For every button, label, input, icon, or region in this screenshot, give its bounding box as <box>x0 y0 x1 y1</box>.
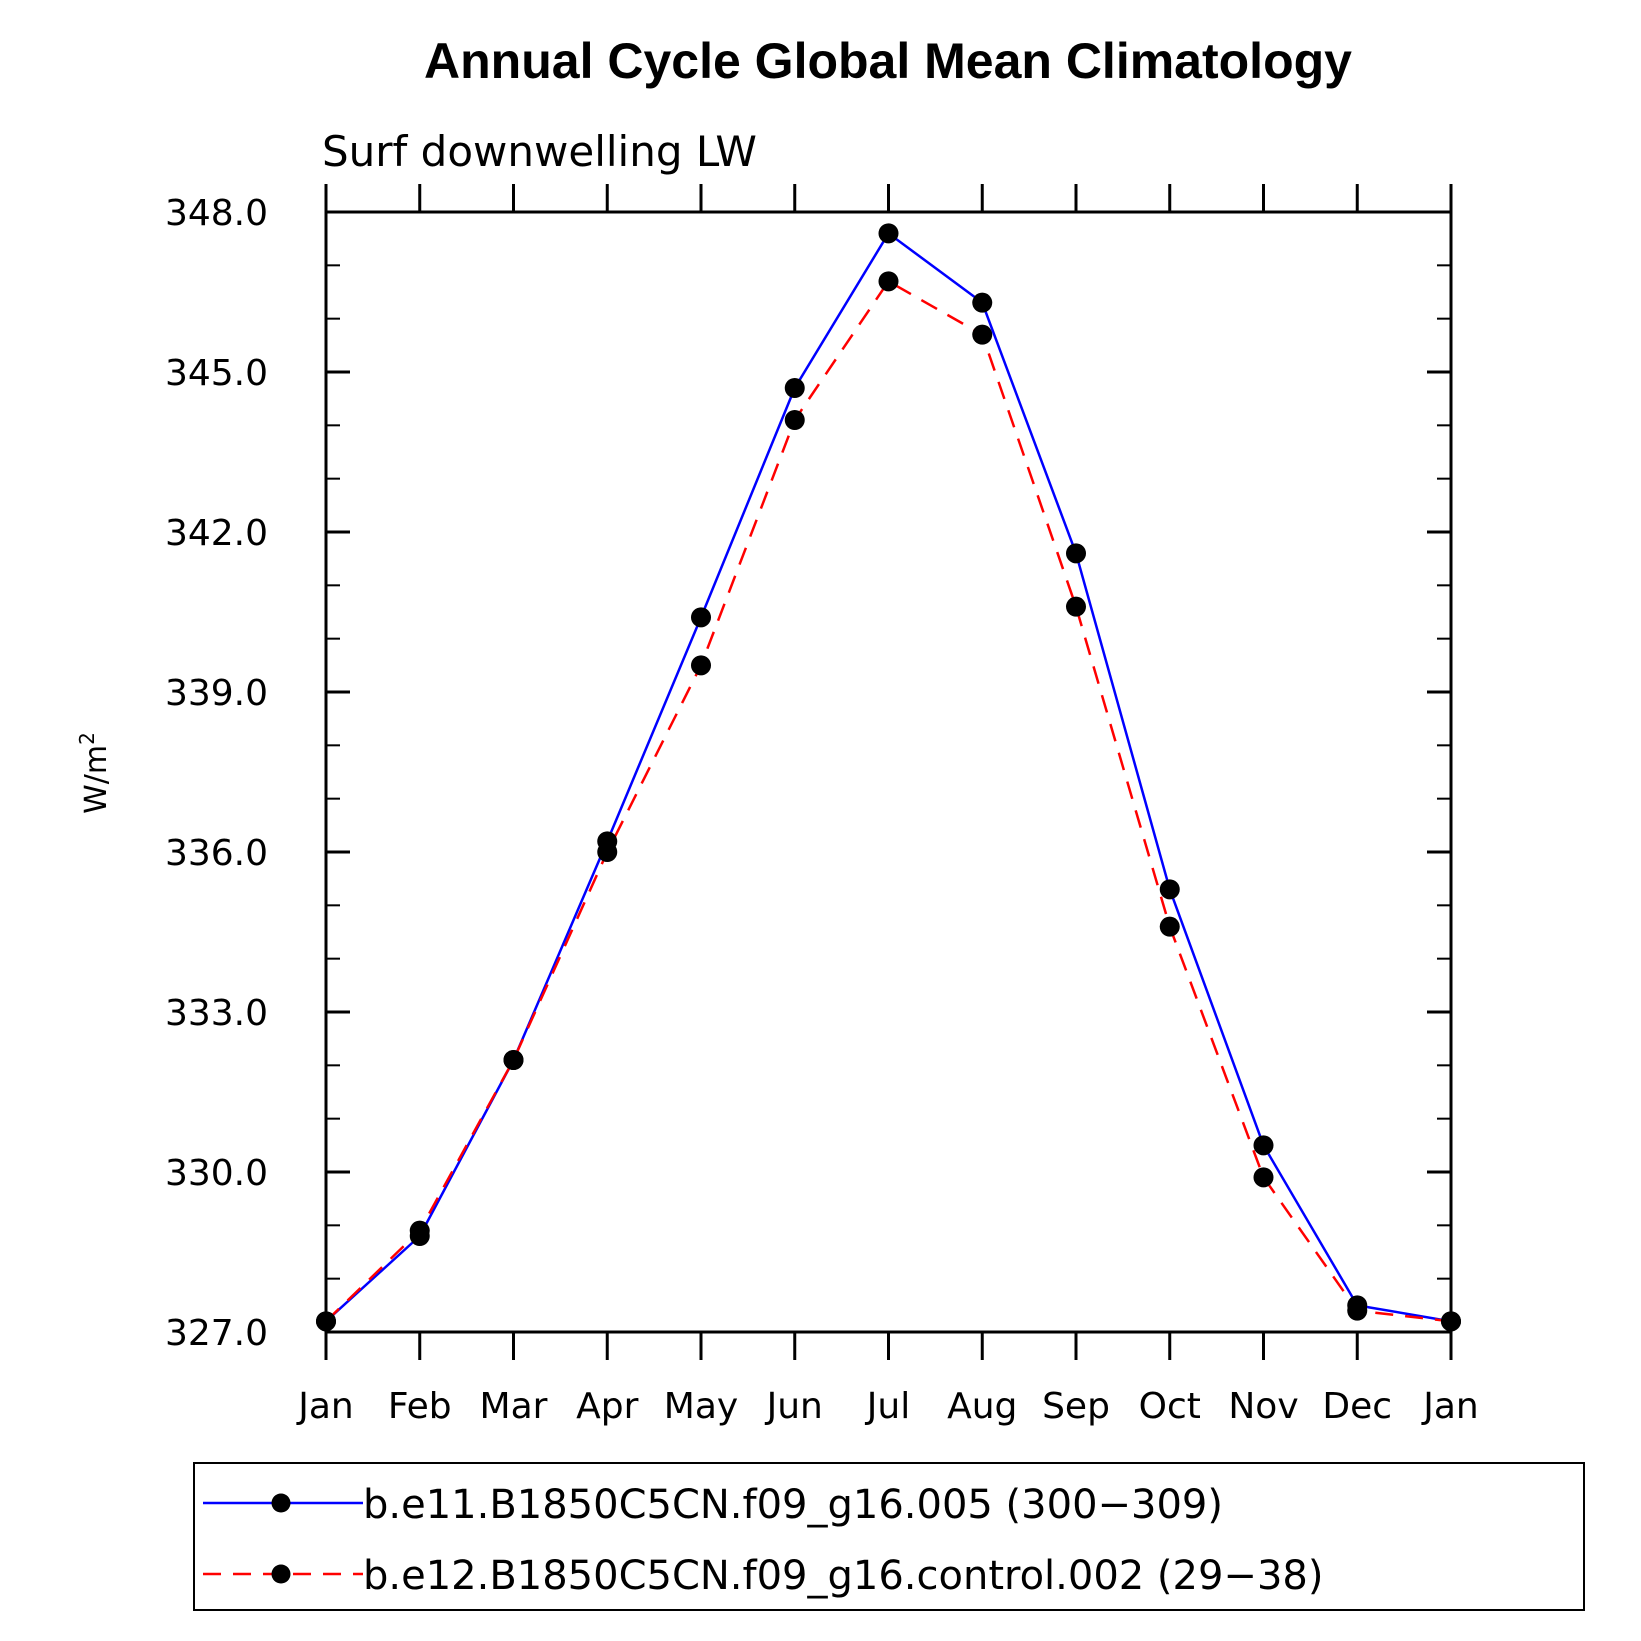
series-2-point <box>691 655 711 676</box>
y-tick-label: 339.0 <box>165 673 268 714</box>
y-tick-label: 348.0 <box>165 193 268 234</box>
series-2-point <box>409 1220 430 1241</box>
series-line-1 <box>325 232 1452 1323</box>
series-2-point <box>878 271 899 292</box>
series-2-point <box>1253 1167 1274 1188</box>
series-1-point <box>972 292 993 313</box>
x-tick-label: Oct <box>1139 1386 1201 1427</box>
series-1-point <box>691 607 711 628</box>
series-2-point <box>503 1050 524 1070</box>
chart-title: Annual Cycle Global Mean Climatology <box>424 33 1352 89</box>
x-tick-label: Aug <box>947 1386 1017 1427</box>
y-tick-label: 342.0 <box>165 513 268 554</box>
series-2-point <box>972 324 993 345</box>
x-tick-labels: Jan Feb Mar Apr May Jun Jul Aug Sep Oct Nov Dec Jan <box>296 1386 1479 1427</box>
series-1-point <box>1066 543 1086 564</box>
y-tick-labels: 327.0 330.0 333.0 336.0 339.0 342.0 345.0 348.0 <box>165 193 268 1354</box>
y-axis-label: W/m2 <box>75 732 114 814</box>
chart-subtitle: Surf downwelling LW <box>322 127 757 176</box>
legend-marker-series-2 <box>271 1564 291 1584</box>
x-tick-label: Jul <box>865 1386 910 1427</box>
series-2-point <box>784 410 805 430</box>
y-tick-label: 330.0 <box>165 1153 268 1194</box>
y-major-ticks <box>326 210 1451 1334</box>
series-2-point <box>1347 1300 1368 1321</box>
legend-label-series-1: b.e11.B1850C5CN.f09_g16.005 (300−309) <box>363 1482 1223 1528</box>
series-2-point <box>1066 596 1086 617</box>
legend-box <box>193 1462 1585 1611</box>
series-1-point <box>878 223 899 244</box>
x-tick-label: Nov <box>1228 1386 1298 1427</box>
legend: b.e11.B1850C5CN.f09_g16.005 (300−309) b.… <box>193 1462 1585 1611</box>
legend-marker-series-1 <box>271 1493 291 1513</box>
x-tick-label: Apr <box>576 1386 638 1427</box>
y-minor-ticks <box>326 264 1451 1280</box>
x-tick-label: Jan <box>1421 1386 1479 1427</box>
y-tick-label: 333.0 <box>165 993 268 1034</box>
x-tick-label: Jun <box>765 1386 823 1427</box>
series-1-point <box>1159 879 1180 900</box>
series-line-2 <box>325 280 1452 1323</box>
x-tick-label: Mar <box>480 1386 548 1427</box>
legend-label-series-2: b.e12.B1850C5CN.f09_g16.control.002 (29−… <box>363 1553 1323 1599</box>
series-1-point <box>784 378 805 398</box>
series-1-point <box>1253 1135 1274 1156</box>
x-tick-label: May <box>664 1386 738 1427</box>
y-tick-label: 336.0 <box>165 833 268 874</box>
series-2-point <box>1159 916 1180 937</box>
x-tick-label: Jan <box>296 1386 354 1427</box>
y-tick-label: 327.0 <box>165 1313 268 1354</box>
series-2-point <box>597 842 618 862</box>
x-tick-label: Sep <box>1042 1386 1110 1427</box>
x-ticks <box>324 184 1453 1360</box>
series-layer <box>316 223 1461 1332</box>
y-tick-label: 345.0 <box>165 353 268 394</box>
x-tick-label: Feb <box>388 1386 452 1427</box>
x-tick-label: Dec <box>1322 1386 1392 1427</box>
plot-frame <box>324 210 1453 1334</box>
